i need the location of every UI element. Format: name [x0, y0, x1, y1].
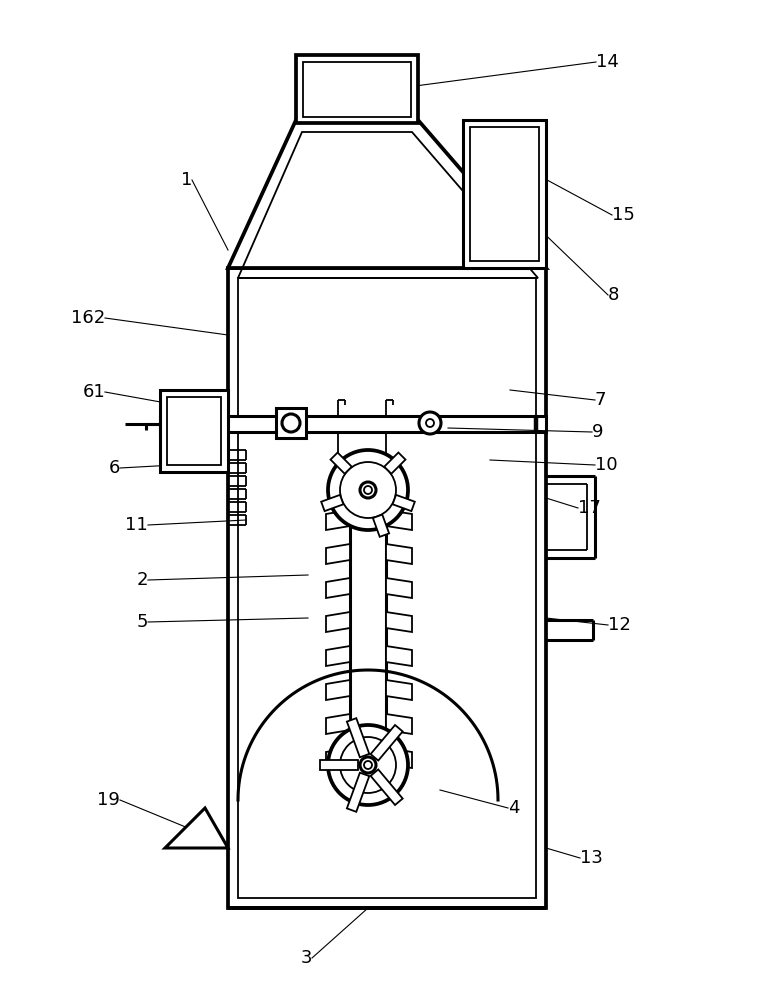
Polygon shape: [326, 612, 350, 632]
Text: 8: 8: [608, 286, 619, 304]
Bar: [470, 127, 539, 261]
Polygon shape: [320, 760, 358, 770]
Polygon shape: [386, 612, 412, 632]
Text: 162: 162: [71, 309, 105, 327]
Bar: [303, 62, 411, 117]
Polygon shape: [326, 748, 350, 768]
Polygon shape: [326, 714, 350, 734]
Bar: [238, 278, 536, 898]
Polygon shape: [370, 769, 403, 805]
Circle shape: [328, 725, 408, 805]
Circle shape: [364, 486, 372, 494]
Polygon shape: [165, 808, 228, 848]
Polygon shape: [326, 646, 350, 666]
Polygon shape: [386, 578, 412, 598]
Circle shape: [419, 412, 441, 434]
Polygon shape: [386, 510, 412, 530]
Polygon shape: [228, 120, 546, 268]
Text: 10: 10: [595, 456, 618, 474]
Polygon shape: [386, 680, 412, 700]
Polygon shape: [384, 453, 406, 474]
Text: 15: 15: [612, 206, 635, 224]
Text: 19: 19: [97, 791, 120, 809]
Text: 1: 1: [181, 171, 192, 189]
Text: 4: 4: [508, 799, 519, 817]
Text: 9: 9: [592, 423, 604, 441]
Polygon shape: [347, 718, 369, 757]
Polygon shape: [393, 495, 415, 511]
Text: 12: 12: [608, 616, 631, 634]
Text: 3: 3: [301, 949, 312, 967]
Circle shape: [282, 414, 300, 432]
Bar: [276, 408, 306, 438]
Text: 6: 6: [109, 459, 120, 477]
Polygon shape: [386, 544, 412, 564]
Polygon shape: [386, 646, 412, 666]
Circle shape: [328, 450, 408, 530]
Text: 13: 13: [580, 849, 603, 867]
Polygon shape: [331, 453, 352, 474]
Polygon shape: [322, 495, 343, 511]
Polygon shape: [373, 515, 389, 537]
Polygon shape: [326, 680, 350, 700]
Bar: [160, 416, 546, 432]
Bar: [463, 120, 546, 268]
Bar: [160, 390, 228, 472]
Polygon shape: [386, 714, 412, 734]
Bar: [296, 55, 418, 123]
Polygon shape: [326, 544, 350, 564]
Bar: [228, 268, 546, 908]
Polygon shape: [347, 773, 369, 812]
Text: 14: 14: [596, 53, 619, 71]
Circle shape: [426, 419, 434, 427]
Text: 2: 2: [137, 571, 148, 589]
Text: 11: 11: [125, 516, 148, 534]
Circle shape: [360, 482, 376, 498]
Polygon shape: [370, 725, 403, 761]
Text: 7: 7: [595, 391, 607, 409]
Polygon shape: [386, 748, 412, 768]
Polygon shape: [326, 578, 350, 598]
Text: 17: 17: [578, 499, 601, 517]
Circle shape: [360, 757, 376, 773]
Text: 61: 61: [82, 383, 105, 401]
Circle shape: [364, 761, 372, 769]
Polygon shape: [326, 510, 350, 530]
Bar: [167, 397, 221, 465]
Text: 5: 5: [137, 613, 148, 631]
